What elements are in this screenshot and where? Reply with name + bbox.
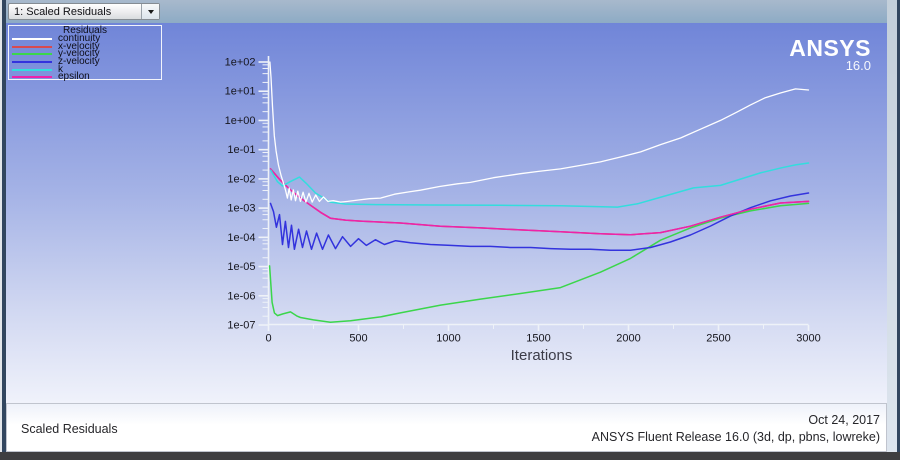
legend-label: epsilon [58,71,90,83]
dropdown-arrow-button[interactable] [141,4,159,19]
window-frame-left [0,0,2,452]
legend-color-line [12,37,52,40]
legend-color-line [12,53,52,56]
legend-color-line [12,45,52,48]
legend-color-line [12,76,52,79]
status-release: ANSYS Fluent Release 16.0 (3d, dp, pbns,… [591,430,880,444]
chevron-down-icon [147,9,154,14]
legend-label: y-velocity [58,48,100,60]
legend-row: z-velocity [9,56,161,68]
window-frame-bottom [0,452,900,460]
status-bar: Scaled Residuals Oct 24, 2017 ANSYS Flue… [6,403,887,452]
legend-title: Residuals [63,25,107,36]
legend-box: Residuals continuity x-velocity y-velocity… [8,25,162,83]
status-right-block: Oct 24, 2017 ANSYS Fluent Release 16.0 (… [592,412,880,446]
legend-color-line [12,68,52,71]
ansys-logo: ANSYS 16.0 [789,35,871,73]
status-plot-title: Scaled Residuals [21,422,118,436]
window-frame-right [887,0,897,452]
ansys-version-text: 16.0 [845,58,871,73]
plot-selector-value: 1: Scaled Residuals [14,5,112,18]
legend-row: continuity [9,33,161,44]
graphics-canvas: Residuals continuity x-velocity y-velocity… [6,23,887,403]
ansys-brand-text: ANSYS [789,35,871,61]
legend-label: k [58,63,63,75]
legend-row: y-velocity [9,48,161,60]
legend-label: z-velocity [58,56,100,68]
legend-label: x-velocity [58,40,100,52]
status-date: Oct 24, 2017 [808,413,880,427]
legend-row: x-velocity [9,40,161,52]
toolbar: 1: Scaled Residuals [6,0,897,23]
plot-selector-dropdown[interactable]: 1: Scaled Residuals [8,3,160,20]
legend-label: continuity [58,33,101,44]
legend-row: k [9,63,161,75]
legend-row: epsilon [9,71,161,83]
legend-color-line [12,60,52,63]
